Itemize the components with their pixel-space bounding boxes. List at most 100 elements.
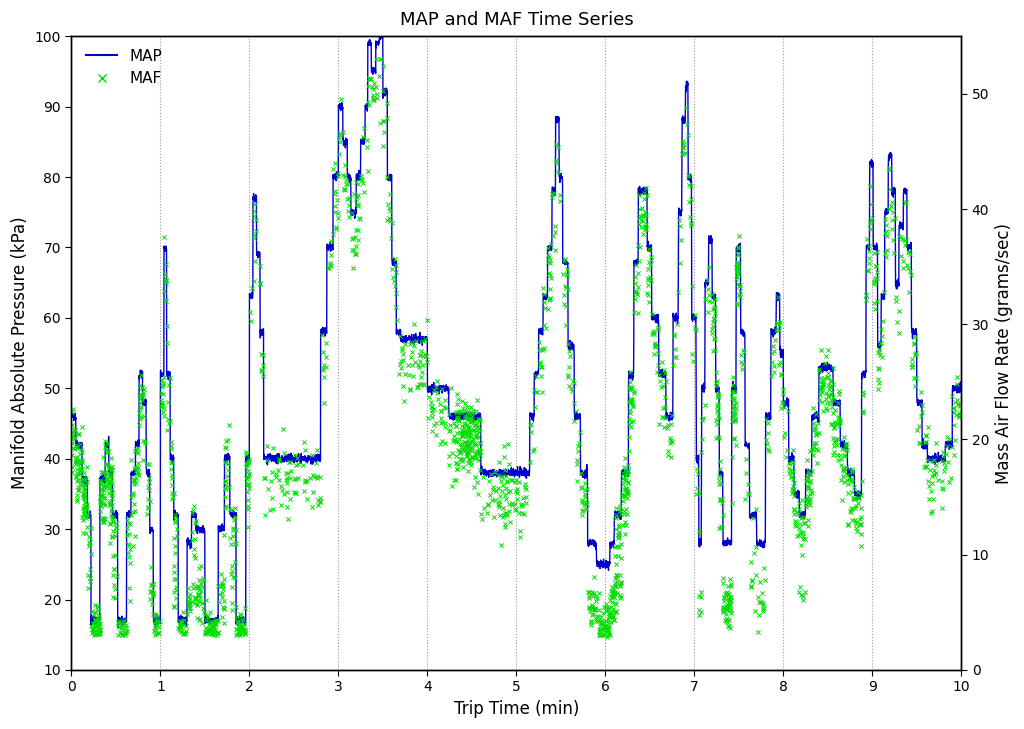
Point <box>76 488 92 500</box>
Point <box>612 580 629 592</box>
Point <box>822 418 839 430</box>
Point <box>631 212 647 224</box>
Point <box>795 528 811 539</box>
Point <box>240 457 256 469</box>
Point <box>114 629 130 641</box>
Point <box>401 338 418 350</box>
Point <box>195 574 211 586</box>
Point <box>649 359 666 371</box>
Point <box>657 391 674 402</box>
Point <box>441 424 458 435</box>
Point <box>725 379 741 391</box>
Point <box>950 398 967 410</box>
Point <box>730 289 746 301</box>
Point <box>597 628 613 639</box>
Point <box>719 613 735 625</box>
Point <box>159 320 175 332</box>
Point <box>193 579 209 590</box>
Point <box>98 458 115 469</box>
Point <box>501 459 517 470</box>
Point <box>560 371 577 383</box>
Point <box>489 499 506 510</box>
Point <box>72 459 88 470</box>
Point <box>648 339 665 351</box>
Point <box>713 523 729 534</box>
Point <box>763 370 779 382</box>
Point <box>459 419 475 431</box>
Point <box>117 629 133 641</box>
Point <box>93 478 110 490</box>
Point <box>368 81 384 93</box>
Point <box>129 447 145 459</box>
Point <box>335 126 351 138</box>
Point <box>76 491 92 503</box>
Point <box>141 476 158 488</box>
Point <box>577 477 593 489</box>
Point <box>464 410 480 422</box>
Point <box>743 575 760 587</box>
Point <box>830 420 847 432</box>
Point <box>205 621 221 633</box>
Point <box>139 501 156 512</box>
Point <box>279 486 295 498</box>
Point <box>799 475 815 487</box>
Point <box>79 476 95 488</box>
Point <box>744 574 761 586</box>
Point <box>865 297 882 308</box>
Point <box>926 468 942 480</box>
Point <box>86 620 102 631</box>
Point <box>128 468 144 480</box>
Point <box>275 423 292 434</box>
Point <box>214 579 230 590</box>
Point <box>694 414 711 426</box>
Point <box>617 503 634 515</box>
Point <box>465 424 481 436</box>
Point <box>379 171 395 182</box>
Point <box>102 472 119 483</box>
Point <box>70 428 86 440</box>
Point <box>188 599 205 611</box>
Point <box>849 526 865 537</box>
Point <box>468 419 484 431</box>
Point <box>891 230 907 242</box>
Point <box>403 351 420 363</box>
Point <box>91 609 108 621</box>
Point <box>453 405 469 416</box>
Point <box>90 614 106 625</box>
Point <box>126 475 142 486</box>
Point <box>795 511 811 523</box>
Point <box>220 419 237 431</box>
Point <box>632 210 648 222</box>
Point <box>808 408 824 419</box>
Point <box>825 440 842 452</box>
Point <box>155 388 171 399</box>
Point <box>233 621 250 633</box>
Point <box>813 382 829 394</box>
Point <box>620 469 636 480</box>
Point <box>827 418 844 429</box>
Point <box>230 624 247 636</box>
Point <box>101 517 118 529</box>
Point <box>75 488 91 499</box>
Point <box>455 461 471 473</box>
Point <box>608 580 625 592</box>
Point <box>587 604 603 615</box>
Point <box>645 327 662 338</box>
Point <box>901 246 918 258</box>
Point <box>888 295 904 307</box>
Point <box>106 550 123 561</box>
Point <box>95 481 112 493</box>
Point <box>464 436 480 448</box>
Point <box>943 441 959 453</box>
Point <box>440 425 457 437</box>
Point <box>195 581 211 593</box>
Point <box>350 224 367 235</box>
Point <box>573 509 590 521</box>
Point <box>816 372 833 383</box>
Point <box>725 401 741 413</box>
Point <box>100 461 117 472</box>
Point <box>88 620 104 632</box>
Point <box>608 587 625 599</box>
Point <box>68 454 84 466</box>
Point <box>884 196 900 208</box>
